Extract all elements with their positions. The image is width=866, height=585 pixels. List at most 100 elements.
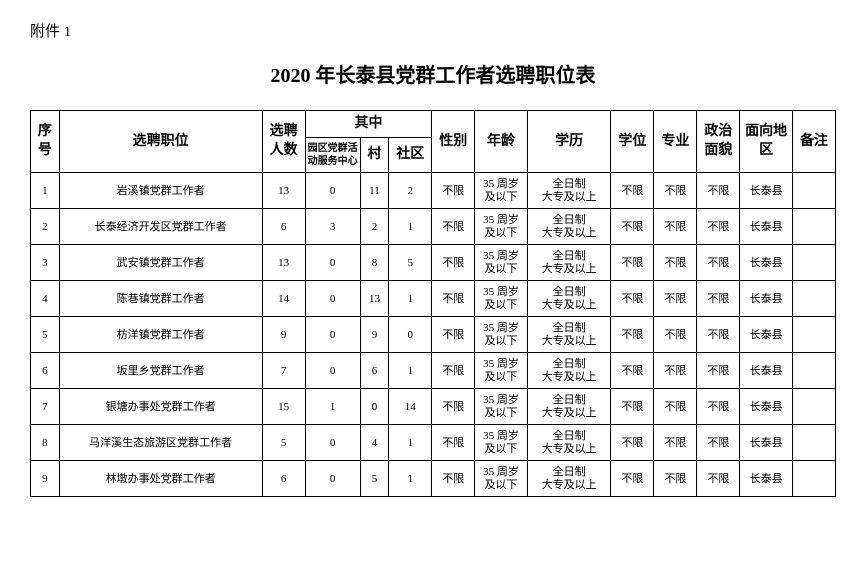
cell-seq: 8 <box>31 425 60 461</box>
cell-degree: 不限 <box>611 173 654 209</box>
cell-note <box>792 245 835 281</box>
cell-degree: 不限 <box>611 353 654 389</box>
cell-area: 长泰县 <box>740 389 793 425</box>
header-degree: 学位 <box>611 111 654 173</box>
cell-area: 长泰县 <box>740 317 793 353</box>
cell-area: 长泰县 <box>740 245 793 281</box>
cell-political: 不限 <box>697 245 740 281</box>
cell-s1: 3 <box>305 209 360 245</box>
cell-major: 不限 <box>654 173 697 209</box>
cell-note <box>792 209 835 245</box>
cell-edu: 全日制大专及以上 <box>527 281 611 317</box>
cell-age: 35 周岁及以下 <box>475 353 528 389</box>
cell-gender: 不限 <box>432 461 475 497</box>
cell-count: 15 <box>262 389 305 425</box>
cell-count: 13 <box>262 245 305 281</box>
cell-political: 不限 <box>697 425 740 461</box>
cell-area: 长泰县 <box>740 173 793 209</box>
header-age: 年龄 <box>475 111 528 173</box>
cell-edu: 全日制大专及以上 <box>527 461 611 497</box>
cell-s2: 0 <box>360 389 389 425</box>
cell-note <box>792 425 835 461</box>
header-education: 学历 <box>527 111 611 173</box>
cell-count: 5 <box>262 425 305 461</box>
cell-s1: 0 <box>305 425 360 461</box>
header-gender: 性别 <box>432 111 475 173</box>
table-row: 1岩溪镇党群工作者130112不限35 周岁及以下全日制大专及以上不限不限不限长… <box>31 173 836 209</box>
cell-political: 不限 <box>697 461 740 497</box>
cell-s1: 0 <box>305 353 360 389</box>
cell-note <box>792 317 835 353</box>
header-position: 选聘职位 <box>59 111 262 173</box>
header-major: 专业 <box>654 111 697 173</box>
cell-age: 35 周岁及以下 <box>475 245 528 281</box>
cell-seq: 7 <box>31 389 60 425</box>
cell-area: 长泰县 <box>740 425 793 461</box>
cell-age: 35 周岁及以下 <box>475 461 528 497</box>
cell-s1: 0 <box>305 461 360 497</box>
cell-s1: 0 <box>305 245 360 281</box>
cell-political: 不限 <box>697 389 740 425</box>
cell-edu: 全日制大专及以上 <box>527 425 611 461</box>
cell-note <box>792 353 835 389</box>
cell-s2: 2 <box>360 209 389 245</box>
table-row: 3武安镇党群工作者13085不限35 周岁及以下全日制大专及以上不限不限不限长泰… <box>31 245 836 281</box>
attachment-label: 附件 1 <box>30 20 836 41</box>
cell-position: 枋洋镇党群工作者 <box>59 317 262 353</box>
cell-age: 35 周岁及以下 <box>475 173 528 209</box>
cell-degree: 不限 <box>611 317 654 353</box>
cell-degree: 不限 <box>611 425 654 461</box>
cell-s1: 0 <box>305 281 360 317</box>
cell-seq: 3 <box>31 245 60 281</box>
cell-note <box>792 173 835 209</box>
cell-s1: 1 <box>305 389 360 425</box>
cell-s2: 9 <box>360 317 389 353</box>
cell-area: 长泰县 <box>740 461 793 497</box>
table-row: 5枋洋镇党群工作者9090不限35 周岁及以下全日制大专及以上不限不限不限长泰县 <box>31 317 836 353</box>
table-row: 9林墩办事处党群工作者6051不限35 周岁及以下全日制大专及以上不限不限不限长… <box>31 461 836 497</box>
header-political: 政治面貌 <box>697 111 740 173</box>
table-row: 6坂里乡党群工作者7061不限35 周岁及以下全日制大专及以上不限不限不限长泰县 <box>31 353 836 389</box>
cell-gender: 不限 <box>432 389 475 425</box>
cell-age: 35 周岁及以下 <box>475 317 528 353</box>
cell-s3: 1 <box>389 353 432 389</box>
cell-edu: 全日制大专及以上 <box>527 209 611 245</box>
cell-s3: 1 <box>389 281 432 317</box>
cell-gender: 不限 <box>432 317 475 353</box>
cell-count: 14 <box>262 281 305 317</box>
header-sub2: 村 <box>360 138 389 173</box>
cell-age: 35 周岁及以下 <box>475 389 528 425</box>
cell-s3: 14 <box>389 389 432 425</box>
cell-gender: 不限 <box>432 425 475 461</box>
cell-position: 长泰经济开发区党群工作者 <box>59 209 262 245</box>
cell-major: 不限 <box>654 389 697 425</box>
cell-s1: 0 <box>305 317 360 353</box>
cell-edu: 全日制大专及以上 <box>527 173 611 209</box>
cell-position: 岩溪镇党群工作者 <box>59 173 262 209</box>
cell-seq: 2 <box>31 209 60 245</box>
cell-age: 35 周岁及以下 <box>475 425 528 461</box>
cell-gender: 不限 <box>432 209 475 245</box>
cell-age: 35 周岁及以下 <box>475 209 528 245</box>
cell-s3: 2 <box>389 173 432 209</box>
table-row: 2长泰经济开发区党群工作者6321不限35 周岁及以下全日制大专及以上不限不限不… <box>31 209 836 245</box>
cell-count: 6 <box>262 209 305 245</box>
cell-major: 不限 <box>654 353 697 389</box>
cell-s2: 6 <box>360 353 389 389</box>
cell-political: 不限 <box>697 173 740 209</box>
cell-seq: 1 <box>31 173 60 209</box>
cell-count: 13 <box>262 173 305 209</box>
cell-major: 不限 <box>654 245 697 281</box>
cell-edu: 全日制大专及以上 <box>527 317 611 353</box>
cell-s2: 8 <box>360 245 389 281</box>
header-area: 面向地区 <box>740 111 793 173</box>
header-seq: 序号 <box>31 111 60 173</box>
page-title: 2020 年长泰县党群工作者选聘职位表 <box>30 59 836 88</box>
cell-position: 林墩办事处党群工作者 <box>59 461 262 497</box>
cell-major: 不限 <box>654 317 697 353</box>
cell-seq: 9 <box>31 461 60 497</box>
cell-major: 不限 <box>654 425 697 461</box>
header-sub1: 园区党群活动服务中心 <box>305 138 360 173</box>
cell-seq: 5 <box>31 317 60 353</box>
cell-degree: 不限 <box>611 389 654 425</box>
